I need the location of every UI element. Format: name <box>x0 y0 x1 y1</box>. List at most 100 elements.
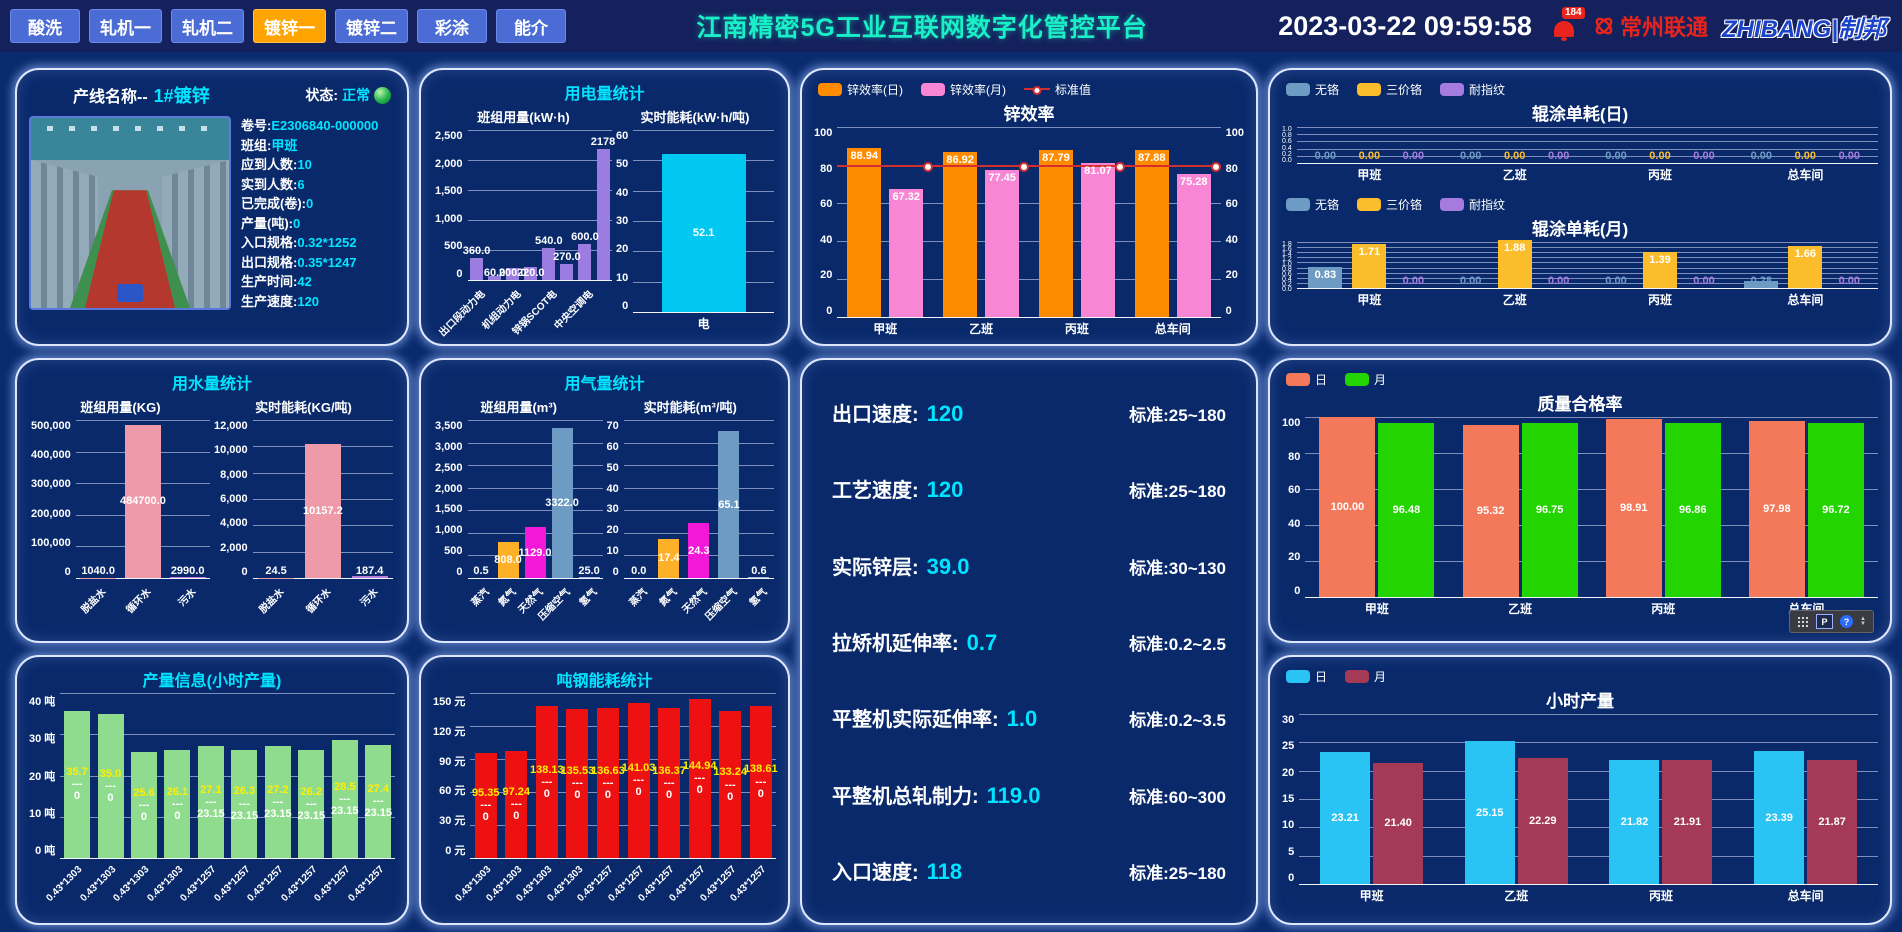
chart-plot[interactable]: 95.35 --- 0 97.24 --- 0 138.13 --- 0 135.53 --- 0 13… <box>470 693 778 859</box>
panel-title: 产量信息(小时产量) <box>142 673 282 690</box>
bar-group: 136.37 --- 0 <box>652 693 686 858</box>
x-axis: 蒸汽 氮气 天然气 压缩空气 氢气 <box>624 580 774 636</box>
nav-tab[interactable]: 镀锌二 <box>335 9 408 43</box>
chart-plot[interactable]: 1040.0 484700.0 2990.0 <box>75 420 210 579</box>
bar: 24.3 <box>688 523 710 578</box>
bar-group: 27.1 --- 23.15 <box>194 693 227 858</box>
legend-label: 日 <box>1315 372 1328 387</box>
bar-value: 1.71 <box>1358 246 1381 259</box>
legend-item[interactable]: 标准值 <box>1024 81 1091 98</box>
toolbox-window-icon[interactable]: P <box>1816 614 1834 629</box>
x-axis: 蒸汽 氮气 天然气 压缩空气 氢气 <box>468 580 603 636</box>
bar-group: 2990.0 <box>165 420 210 578</box>
gridline <box>1296 163 1878 164</box>
legend-label: 耐指纹 <box>1469 197 1506 212</box>
legend-item[interactable]: 耐指纹 <box>1440 81 1505 98</box>
nav-tab[interactable]: 轧机一 <box>89 9 162 43</box>
legend-item[interactable]: 无铬 <box>1286 81 1339 98</box>
bar-value: 21.40 <box>1384 817 1412 830</box>
gas-usage-chart: 班组用量(m³) 3,500 3,000 2,500 2,000 1,500 1,000 50… <box>435 396 603 636</box>
gridline <box>623 510 774 512</box>
nav-tab[interactable]: 轧机二 <box>171 9 244 43</box>
chart-plot[interactable]: 360.0 60.0 200.0 220.0 540.0 270.0 600.0 2178 <box>463 130 615 281</box>
legend-item[interactable]: 耐指纹 <box>1440 196 1505 213</box>
bar-group: 270.0 <box>553 130 581 280</box>
toolbox-dataview-icon[interactable] <box>1797 615 1810 628</box>
bar: 96.72 <box>1807 422 1864 597</box>
y-axis: 3,500 3,000 2,500 2,000 1,500 1,000 500 0 <box>435 420 463 578</box>
bar-group: 26.1 --- 0 <box>161 693 194 858</box>
x-label: 甲班 <box>1364 602 1389 616</box>
legend-item[interactable]: 锌效率(月) <box>921 81 1006 98</box>
x-axis: 出口段动力电 机组动力电 锌锅SCOT电 中央空调电 <box>437 282 612 339</box>
bar-value: 22.29 <box>1529 814 1557 827</box>
gridline <box>1296 127 1878 128</box>
gridline <box>837 317 1221 318</box>
plot-column: 0.83 1.71 0.00 0.00 1.88 0.00 0.00 1.39 0.00 0.28… <box>1296 239 1878 308</box>
bar-group: 35.0 --- 0 <box>94 693 127 858</box>
bar: 23.39 <box>1754 751 1805 884</box>
legend-item[interactable]: 锌效率(日) <box>818 81 903 98</box>
bar: 17.4 <box>658 538 680 578</box>
x-label: 乙班 <box>969 322 994 336</box>
chart-plot[interactable]: 0.0 17.4 24.3 65.1 0.6 <box>623 420 774 579</box>
bar: 21.40 <box>1373 762 1424 884</box>
quality-legend: 日月 <box>1282 368 1878 390</box>
kpi-label: 拉矫机延伸率: <box>832 632 959 655</box>
legend-item[interactable]: 三价铬 <box>1357 196 1422 213</box>
gridline <box>623 465 774 467</box>
operator-name: 常州联通 <box>1619 15 1708 40</box>
gridline <box>1296 262 1878 264</box>
bar-group: 144.94 --- 0 <box>683 693 716 858</box>
legend-item[interactable]: 月 <box>1345 371 1386 388</box>
bar-value: 138.13 --- 0 <box>530 763 564 801</box>
info-field-label: 入口规格: <box>241 235 298 250</box>
alarm-bell-button[interactable]: 184 <box>1552 7 1585 41</box>
line-info-header: 产线名称-- 1#镀锌 状态: 正常 <box>33 82 391 108</box>
info-field-value: 120 <box>297 293 320 309</box>
chart-plot[interactable]: 88.94 67.32 86.92 77.45 87.79 81.07 87.88 75.28 <box>837 127 1221 318</box>
bar: 0.6 <box>748 565 770 578</box>
toolbox-scroll-icon[interactable]: ▲ ▼ <box>1860 615 1866 627</box>
chart-plot[interactable]: 35.7 --- 0 35.0 --- 0 25.6 --- 0 26.1 --- 0 27.1 --- 2… <box>60 693 395 859</box>
bar-group: 100.00 96.48 <box>1305 417 1448 597</box>
panel-title: 吨钢能耗统计 <box>556 673 653 690</box>
legend-item[interactable]: 无铬 <box>1286 196 1339 213</box>
nav-tab[interactable]: 酸洗 <box>10 9 80 43</box>
gridline <box>1296 141 1878 143</box>
x-label: 氢气 <box>747 586 770 609</box>
gridline <box>1296 277 1878 279</box>
chart-plot[interactable]: 100.00 96.48 95.32 96.75 98.91 96.86 97.98 96.7… <box>1305 417 1878 598</box>
chart-plot[interactable]: 0.00 0.00 0.00 0.00 0.00 0.00 0.00 0.00 0.00 0.00… <box>1296 127 1878 164</box>
bar-value: 0.00 <box>1402 275 1425 287</box>
nav-tab[interactable]: 能介 <box>496 9 566 43</box>
toolbox-help-icon[interactable]: ? <box>1840 615 1854 628</box>
bar-value: 270.0 <box>553 250 581 263</box>
chart-plot[interactable]: 52.1 <box>633 130 774 313</box>
legend-item[interactable]: 日 <box>1286 668 1327 685</box>
x-label: 乙班 <box>1502 293 1527 307</box>
bar: 95.32 <box>1462 425 1519 597</box>
legend-item[interactable]: 月 <box>1345 668 1386 685</box>
chart-toolbox: P ? ▲ ▼ <box>1789 610 1874 633</box>
legend-item[interactable]: 三价铬 <box>1357 81 1422 98</box>
bar: 0.83 <box>1308 266 1343 288</box>
gridline <box>470 693 776 694</box>
bar-group: 138.61 --- 0 <box>744 693 778 858</box>
chart-plot[interactable]: 24.5 10157.2 187.4 <box>252 420 393 579</box>
chart-elec_group: 班组用量(kW·h) 2,500 2,000 1,500 1,000 500 0 360.0 6… <box>435 107 615 339</box>
gridline <box>1296 134 1878 136</box>
chart-plot[interactable]: 23.21 21.40 25.15 22.29 21.82 21.91 23.39 21.87 <box>1299 714 1878 885</box>
info-field-label: 卷号: <box>241 118 272 133</box>
legend-item[interactable]: 日 <box>1286 371 1327 388</box>
nav-tab[interactable]: 镀锌一 <box>253 9 326 43</box>
ref-line-marker <box>923 162 934 172</box>
chart-area: 70 60 50 40 30 20 10 0 0.0 17.4 24.3 65.1 0.6 蒸汽 氮气 天然气… <box>607 420 774 636</box>
nav-tab[interactable]: 彩涂 <box>417 9 487 43</box>
bar-value: 25.0 <box>578 565 600 577</box>
chart-plot[interactable]: 0.83 1.71 0.00 0.00 1.88 0.00 0.00 1.39 0.00 0.28… <box>1296 239 1878 289</box>
chart-plot[interactable]: 0.5 808.0 1129.0 3322.0 25.0 <box>467 420 603 579</box>
gridline <box>470 759 776 760</box>
bar: 1.88 <box>1497 239 1532 288</box>
gridline <box>1299 770 1878 772</box>
